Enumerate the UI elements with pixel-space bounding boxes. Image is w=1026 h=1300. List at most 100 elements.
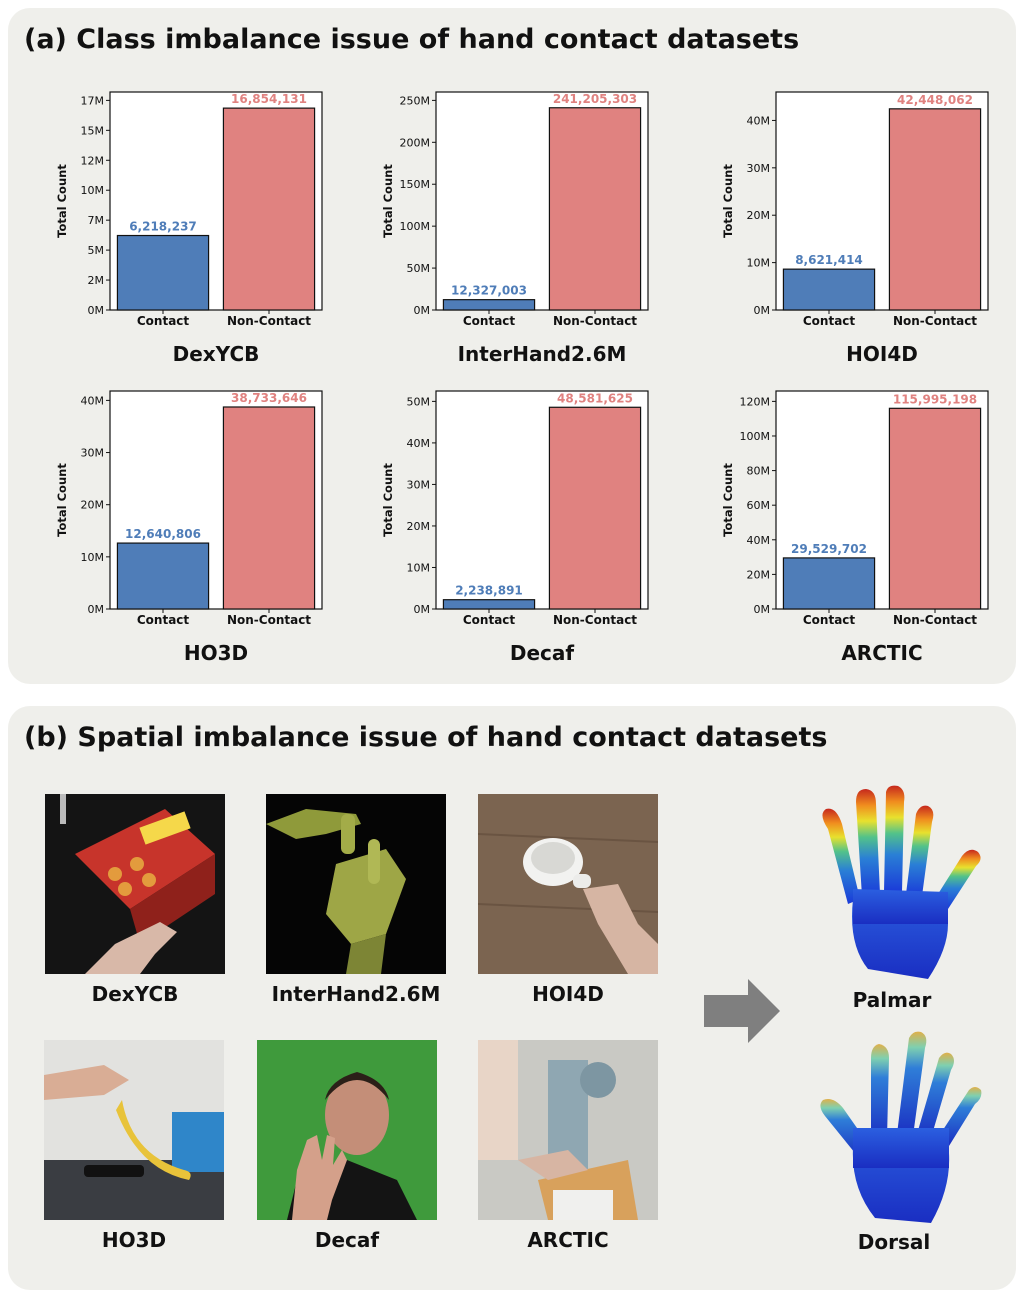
dorsal-hand-heatmap <box>820 1031 982 1223</box>
dorsal-label: Dorsal <box>857 1230 931 1254</box>
chart-svg: 0M 10M 20M 30M 40M 50M Total Count 2,238,891 Con… <box>381 390 649 627</box>
hoi4d-image-label: HOI4D <box>532 982 604 1006</box>
bar-value-label: 6,218,237 <box>129 220 197 234</box>
y-tick-label: 0M <box>754 603 771 616</box>
panel-spatial-imbalance: (b) Spatial imbalance issue of hand cont… <box>8 706 1016 1290</box>
arctic-image-label: ARCTIC <box>527 1228 609 1252</box>
y-tick-label: 20M <box>407 520 431 533</box>
bar-contact <box>442 299 536 311</box>
bar-chart-decaf: 0M 10M 20M 30M 40M 50M Total Count 2,238,891 Con… <box>374 379 684 639</box>
y-tick-label: 40M <box>81 394 105 407</box>
y-axis-label: Total Count <box>55 463 69 537</box>
bar-contact <box>442 599 536 610</box>
bar-value-label: 12,640,806 <box>125 527 201 541</box>
x-tick-label: Non-Contact <box>553 613 637 627</box>
y-tick-label: 40M <box>747 114 771 127</box>
y-axis-label: Total Count <box>55 164 69 238</box>
y-axis-label: Total Count <box>721 463 735 537</box>
chart-svg: 0M 10M 20M 30M 40M Total Count 12,640,806 Conta… <box>55 390 323 627</box>
y-tick-label: 80M <box>747 465 771 478</box>
y-axis-label: Total Count <box>381 463 395 537</box>
decaf-image-label: Decaf <box>314 1228 380 1252</box>
y-axis-label: Total Count <box>721 164 735 238</box>
y-tick-label: 10M <box>81 184 105 197</box>
y-tick-label: 150M <box>400 178 431 191</box>
chart-title: DexYCB <box>172 342 260 366</box>
chart-svg: 0M 2M 5M 7M 10M 12M 15M 17M Total Count 6,218,237… <box>55 91 323 328</box>
y-tick-label: 0M <box>414 603 431 616</box>
bar-value-label: 16,854,131 <box>231 92 307 106</box>
arctic-image <box>478 1040 658 1220</box>
dexycb-image-label: DexYCB <box>91 982 179 1006</box>
y-tick-label: 2M <box>88 274 105 287</box>
right-arrow-icon <box>704 979 780 1043</box>
chart-svg: 0M 20M 40M 60M 80M 100M 120M Total Count 29,529,… <box>721 390 989 627</box>
chart-title: InterHand2.6M <box>457 342 627 366</box>
bar-contact <box>782 557 876 610</box>
chart-title: HO3D <box>183 641 249 665</box>
bar-chart-interhand2-6m: 0M 50M 100M 150M 200M 250M Total Count 12,327,0… <box>374 80 684 340</box>
y-tick-label: 0M <box>754 304 771 317</box>
bar-value-label: 241,205,303 <box>553 92 637 106</box>
x-tick-label: Contact <box>803 314 856 328</box>
y-tick-label: 0M <box>88 603 105 616</box>
y-tick-label: 50M <box>407 262 431 275</box>
palmar-label: Palmar <box>852 988 932 1012</box>
bar-non-contact <box>888 108 982 311</box>
y-tick-label: 15M <box>81 124 105 137</box>
y-tick-label: 30M <box>81 447 105 460</box>
y-tick-label: 0M <box>414 304 431 317</box>
chart-svg: 0M 50M 100M 150M 200M 250M Total Count 12,327,0… <box>381 91 649 328</box>
y-tick-label: 20M <box>81 499 105 512</box>
interhand-image-label: InterHand2.6M <box>271 982 441 1006</box>
ho3d-image <box>44 1040 224 1220</box>
panel-class-imbalance: (a) Class imbalance issue of hand contac… <box>8 8 1016 684</box>
y-tick-label: 200M <box>400 136 431 149</box>
bar-value-label: 8,621,414 <box>795 253 863 267</box>
chart-title: ARCTIC <box>841 641 923 665</box>
x-tick-label: Non-Contact <box>893 613 977 627</box>
decaf-image <box>257 1040 437 1220</box>
bar-value-label: 38,733,646 <box>231 391 307 405</box>
y-tick-label: 17M <box>81 94 105 107</box>
bar-value-label: 115,995,198 <box>893 392 977 406</box>
bar-chart-arctic: 0M 20M 40M 60M 80M 100M 120M Total Count 29,529,… <box>714 379 1024 639</box>
x-tick-label: Non-Contact <box>227 613 311 627</box>
y-tick-label: 250M <box>400 94 431 107</box>
y-tick-label: 10M <box>81 551 105 564</box>
y-tick-label: 50M <box>407 395 431 408</box>
y-tick-label: 10M <box>747 257 771 270</box>
bar-non-contact <box>222 107 316 311</box>
bar-value-label: 29,529,702 <box>791 542 867 556</box>
y-tick-label: 100M <box>740 430 771 443</box>
y-tick-label: 120M <box>740 395 771 408</box>
bar-value-label: 2,238,891 <box>455 584 523 598</box>
y-tick-label: 7M <box>88 214 105 227</box>
ho3d-image-label: HO3D <box>101 1228 167 1252</box>
chart-svg: 0M 10M 20M 30M 40M Total Count 8,621,414 Contac… <box>721 91 989 328</box>
bar-chart-ho3d: 0M 10M 20M 30M 40M Total Count 12,640,806 Conta… <box>48 379 358 639</box>
bar-non-contact <box>888 407 982 610</box>
y-tick-label: 40M <box>747 534 771 547</box>
bar-chart-dexycb: 0M 2M 5M 7M 10M 12M 15M 17M Total Count 6,218,237… <box>48 80 358 340</box>
bar-value-label: 48,581,625 <box>557 391 633 405</box>
x-tick-label: Non-Contact <box>227 314 311 328</box>
y-tick-label: 20M <box>747 568 771 581</box>
chart-title: HOI4D <box>846 342 918 366</box>
chart-title: Decaf <box>509 641 575 665</box>
y-tick-label: 30M <box>747 162 771 175</box>
panel-a-title: (a) Class imbalance issue of hand contac… <box>24 24 800 55</box>
x-tick-label: Non-Contact <box>553 314 637 328</box>
y-tick-label: 30M <box>407 478 431 491</box>
x-tick-label: Non-Contact <box>893 314 977 328</box>
y-tick-label: 5M <box>88 244 105 257</box>
x-tick-label: Contact <box>137 613 190 627</box>
bar-non-contact <box>548 406 642 610</box>
bar-non-contact <box>548 107 642 311</box>
panel-b-title: (b) Spatial imbalance issue of hand cont… <box>24 722 828 753</box>
x-tick-label: Contact <box>137 314 190 328</box>
y-tick-label: 10M <box>407 561 431 574</box>
interhand-image <box>266 794 446 974</box>
x-tick-label: Contact <box>463 613 516 627</box>
y-tick-label: 60M <box>747 499 771 512</box>
